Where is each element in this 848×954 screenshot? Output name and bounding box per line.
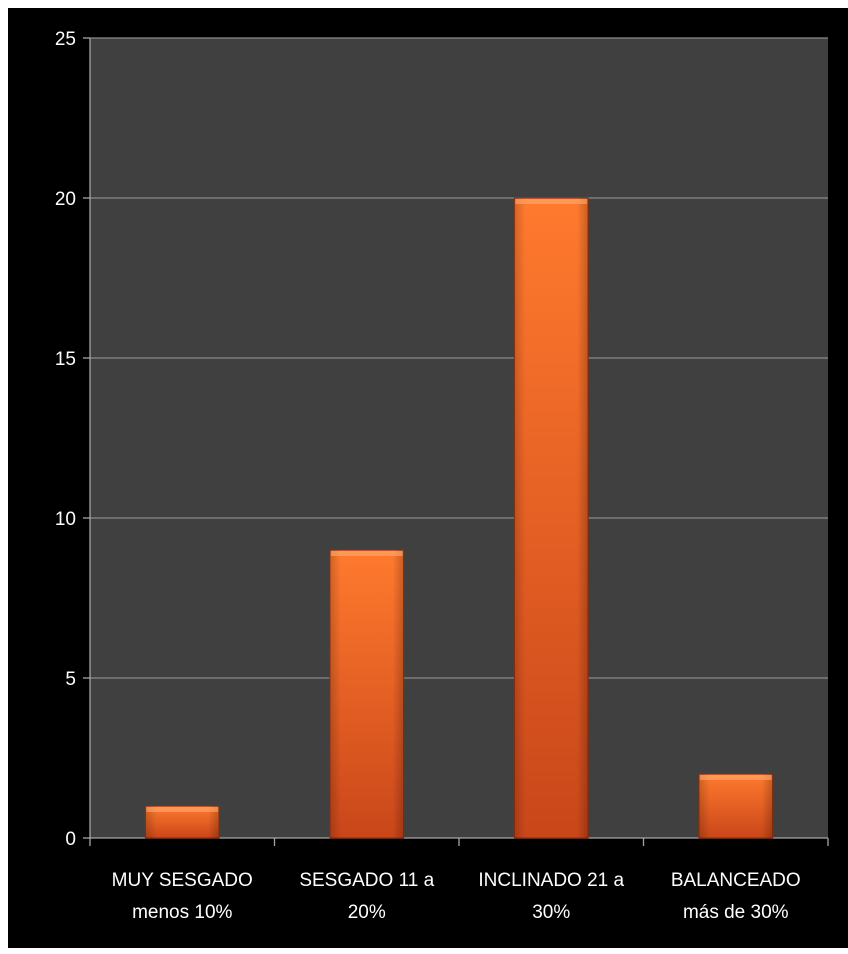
y-tick-label: 15	[55, 349, 76, 370]
bar	[698, 773, 774, 839]
bar-top-highlight	[146, 807, 219, 812]
bar	[329, 549, 405, 839]
x-category-label: SESGADO 11 a 20%	[299, 870, 434, 923]
bars	[144, 197, 774, 839]
bar-shading	[514, 198, 589, 838]
bar	[513, 197, 589, 839]
bar-top-highlight	[699, 775, 772, 780]
x-category-label-line: menos 10%	[132, 902, 232, 923]
x-category-label: MUY SESGADO menos 10%	[112, 870, 253, 923]
x-category-label-line: SESGADO 11 a	[299, 870, 434, 891]
y-tick-label: 20	[55, 189, 76, 210]
bar-shading	[329, 550, 404, 838]
bar-shading	[698, 774, 773, 838]
bar-top-highlight	[515, 199, 588, 204]
y-tick-label: 25	[55, 29, 76, 50]
x-category-label-line: INCLINADO 21 a	[478, 870, 624, 891]
bar	[144, 805, 220, 839]
x-category-label-line: 20%	[348, 902, 386, 923]
gridlines	[90, 37, 828, 679]
bar-chart: 0 5 10 15 20 25 MUY SESGADO menos 10% SESGADO 11…	[55, 29, 829, 923]
x-category-label-line: BALANCEADO	[671, 870, 801, 891]
y-tick-label: 0	[65, 829, 76, 850]
y-tick-label: 5	[65, 669, 76, 690]
labels: 0 5 10 15 20 25 MUY SESGADO menos 10% SESGADO 11…	[55, 29, 801, 923]
x-category-label: INCLINADO 21 a 30%	[478, 870, 624, 923]
y-tick-label: 10	[55, 509, 76, 530]
x-category-label: BALANCEADO más de 30%	[671, 870, 801, 923]
chart-frame: 0 5 10 15 20 25 MUY SESGADO menos 10% SESGADO 11…	[8, 8, 848, 948]
plot-area	[90, 38, 828, 838]
bar-top-highlight	[330, 551, 403, 556]
x-category-label-line: MUY SESGADO	[112, 870, 253, 891]
x-category-label-line: más de 30%	[683, 902, 789, 923]
x-category-label-line: 30%	[532, 902, 570, 923]
